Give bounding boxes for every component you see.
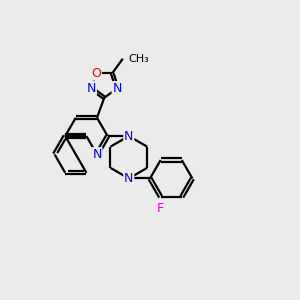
Text: N: N [87, 82, 96, 95]
Text: N: N [124, 130, 134, 142]
Text: N: N [92, 148, 102, 161]
Text: N: N [112, 82, 122, 95]
Text: CH₃: CH₃ [128, 54, 149, 64]
Text: O: O [92, 67, 101, 80]
Text: N: N [124, 172, 134, 185]
Text: F: F [157, 202, 164, 214]
